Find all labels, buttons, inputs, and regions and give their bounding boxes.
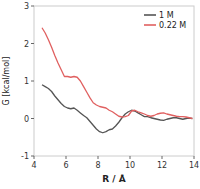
series-line [42, 28, 192, 119]
x-tick-label: 10 [125, 161, 135, 170]
x-tick [98, 156, 99, 159]
x-tick [66, 156, 67, 159]
y-tick-label: 2 [24, 40, 29, 49]
legend: 1 M0.22 M [144, 11, 186, 30]
legend-swatch [144, 24, 156, 26]
y-tick [31, 156, 34, 157]
y-tick [31, 81, 34, 82]
x-tick [194, 156, 195, 159]
x-axis-label: R / Å [102, 174, 125, 184]
x-tick-label: 12 [157, 161, 167, 170]
y-tick-label: 1 [24, 77, 29, 86]
y-tick-label: 0 [24, 115, 29, 124]
y-tick [31, 6, 34, 7]
x-tick [130, 156, 131, 159]
x-tick-label: 6 [63, 161, 68, 170]
x-tick-label: 8 [95, 161, 100, 170]
chart: 468101214-10123R / ÅG [kcal/mol]1 M0.22 … [0, 0, 200, 189]
y-axis-label: G [kcal/mol] [2, 57, 11, 106]
y-tick-label: -1 [21, 152, 29, 161]
x-tick [162, 156, 163, 159]
legend-swatch [144, 14, 156, 16]
y-tick [31, 43, 34, 44]
x-tick-label: 14 [189, 161, 199, 170]
y-tick-label: 3 [24, 2, 29, 11]
plot-frame [34, 6, 194, 156]
legend-label: 1 M [159, 11, 174, 20]
y-tick [31, 118, 34, 119]
series-line [42, 85, 192, 133]
x-tick-label: 4 [31, 161, 36, 170]
series-group [42, 28, 192, 133]
legend-label: 0.22 M [159, 21, 186, 30]
